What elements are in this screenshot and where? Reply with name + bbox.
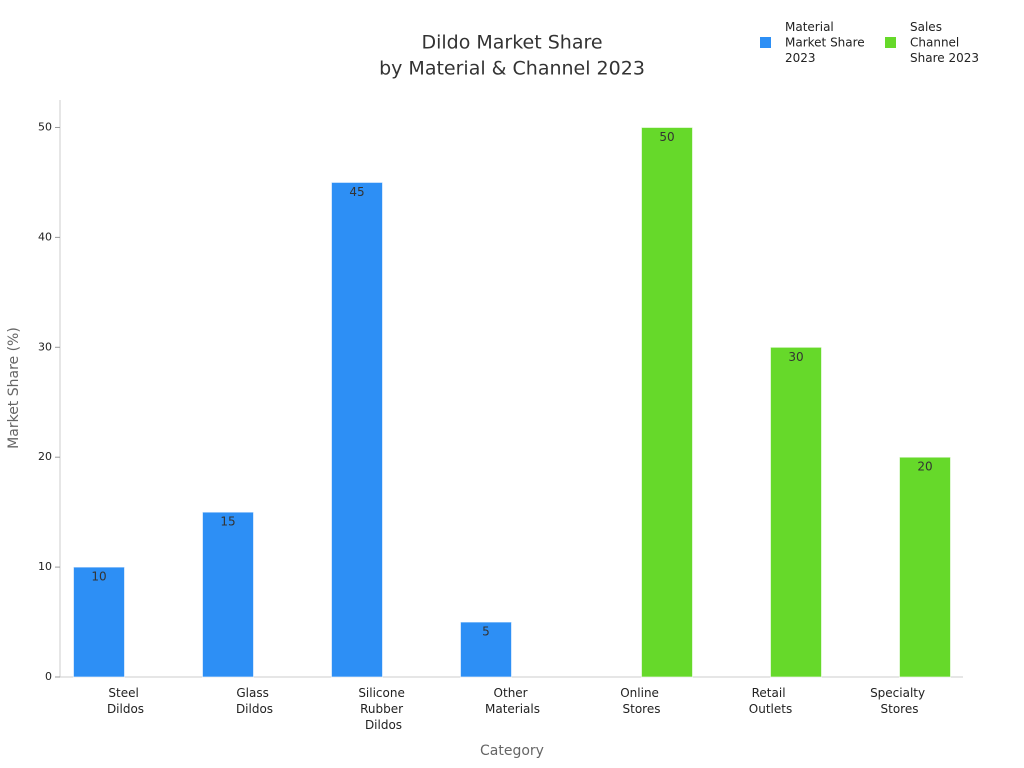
x-tick-label: Specialty Stores bbox=[870, 686, 929, 716]
x-tick-label: Glass Dildos bbox=[236, 686, 273, 716]
bar bbox=[770, 346, 822, 678]
bar bbox=[460, 621, 512, 678]
chart-subtitle: by Material & Channel 2023 bbox=[379, 58, 645, 80]
x-tick-label: Other Materials bbox=[485, 686, 540, 716]
data-label: 20 bbox=[917, 460, 932, 474]
bar bbox=[331, 181, 383, 678]
legend-swatch bbox=[885, 37, 896, 48]
y-axis-label: Market Share (%) bbox=[6, 327, 22, 449]
data-label: 5 bbox=[482, 625, 490, 639]
y-tick-label: 20 bbox=[38, 450, 52, 463]
y-tick-label: 50 bbox=[38, 120, 52, 133]
x-tick-label: Online Stores bbox=[620, 686, 663, 716]
x-axis-label: Category bbox=[480, 743, 544, 759]
x-tick-label: Silicone Rubber Dildos bbox=[358, 686, 408, 732]
x-tick-label: Steel Dildos bbox=[107, 686, 144, 716]
data-label: 45 bbox=[349, 185, 364, 199]
bar bbox=[899, 456, 951, 678]
y-tick-label: 30 bbox=[38, 340, 52, 353]
x-tick-label: Retail Outlets bbox=[749, 686, 792, 716]
data-label: 30 bbox=[788, 350, 803, 364]
data-label: 15 bbox=[220, 515, 235, 529]
y-tick-label: 40 bbox=[38, 230, 52, 243]
legend-swatch bbox=[760, 37, 771, 48]
legend-label: Material Market Share 2023 bbox=[785, 20, 869, 65]
bar bbox=[73, 566, 125, 678]
bar bbox=[641, 126, 693, 678]
y-tick-label: 0 bbox=[45, 670, 52, 683]
data-label: 50 bbox=[659, 130, 674, 144]
bar bbox=[202, 511, 254, 678]
chart-title: Dildo Market Share bbox=[421, 32, 602, 54]
data-label: 10 bbox=[91, 570, 106, 584]
legend-label: Sales Channel Share 2023 bbox=[910, 20, 979, 65]
y-tick-label: 10 bbox=[38, 560, 52, 573]
